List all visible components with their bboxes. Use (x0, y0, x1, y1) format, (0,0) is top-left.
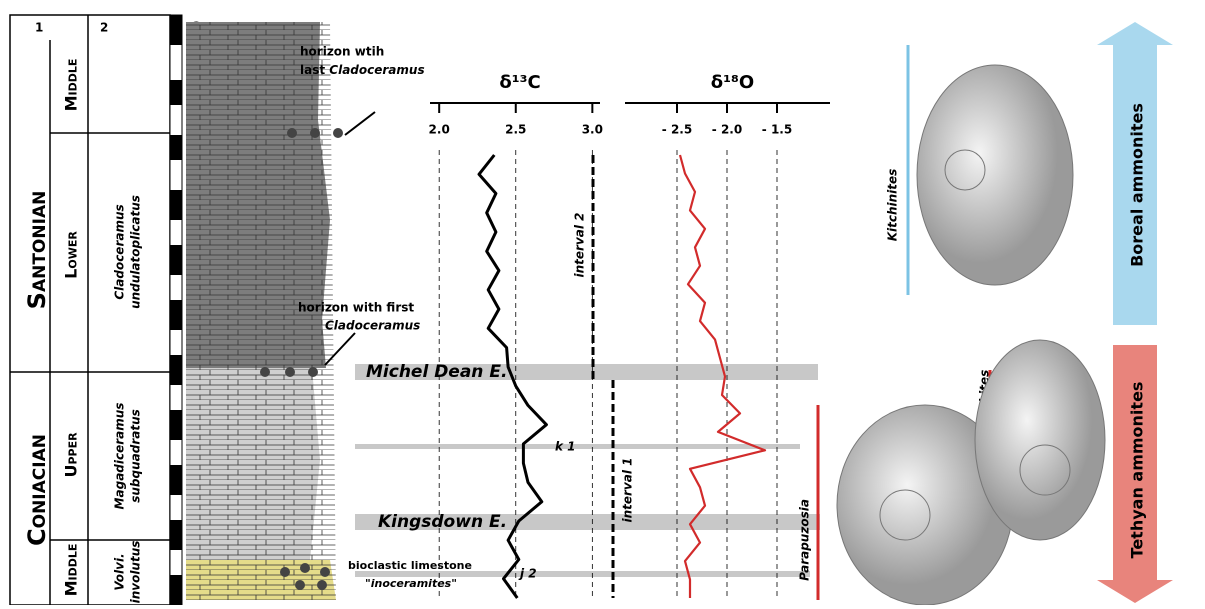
substage: Lower (62, 231, 81, 279)
x-tick-label: 2.0 (429, 123, 450, 137)
group-label: Boreal ammonites (1128, 103, 1147, 267)
annotation: last (300, 63, 325, 77)
zone: Volvi. (113, 553, 127, 590)
figure: 1 2 Santonian Coniacian Middle Lower Upp… (0, 0, 1205, 605)
axis-title: δ¹⁸O (711, 72, 754, 93)
events (355, 364, 820, 577)
interval-label: interval 2 (573, 212, 587, 277)
zone: involutus (129, 541, 143, 604)
x-tick-label: 2.5 (505, 123, 526, 137)
annotation: horizon with first (298, 301, 414, 315)
taxon: Parapuzosia (798, 499, 812, 581)
zone: undulatoplicatus (129, 195, 143, 309)
scale-bar (170, 15, 182, 605)
interval-label: interval 1 (621, 457, 635, 522)
col-header: 1 (35, 21, 43, 35)
x-tick-label: - 2.5 (662, 123, 692, 137)
zone: Magadiceramus (113, 403, 127, 510)
group-label: Tethyan ammonites (1128, 382, 1147, 559)
substage: Middle (62, 544, 81, 597)
ammonites (837, 65, 1105, 605)
annotation: Cladoceramus (329, 63, 424, 77)
event-label: Michel Dean E. (366, 362, 507, 382)
stage: Coniacian (23, 434, 51, 546)
page: 1 2 Santonian Coniacian Middle Lower Upp… (0, 0, 1205, 609)
arrow (345, 112, 375, 135)
substage: Upper (62, 432, 81, 478)
x-tick-label: 3.0 (582, 123, 603, 137)
x-tick-label: - 2.0 (712, 123, 742, 137)
stage: Santonian (23, 191, 51, 310)
x-tick-label: - 1.5 (762, 123, 792, 137)
annotation: last Cladoceramus (300, 63, 425, 77)
event-label: j 2 (518, 567, 537, 581)
taxon: Kitchinites (886, 169, 900, 242)
substage: Middle (62, 59, 81, 112)
zone: subquadratus (129, 409, 143, 503)
annotation: Cladoceramus (325, 319, 420, 333)
zone: Cladoceramus (113, 204, 127, 299)
annotation: "inoceramites" (365, 577, 457, 590)
col-header: 2 (100, 21, 108, 35)
axis-title: δ¹³C (499, 72, 540, 93)
annotation: horizon wtih (300, 45, 384, 59)
event-label: Kingsdown E. (378, 512, 507, 532)
event-label: k 1 (555, 440, 576, 454)
annotation: bioclastic limestone (348, 559, 472, 572)
